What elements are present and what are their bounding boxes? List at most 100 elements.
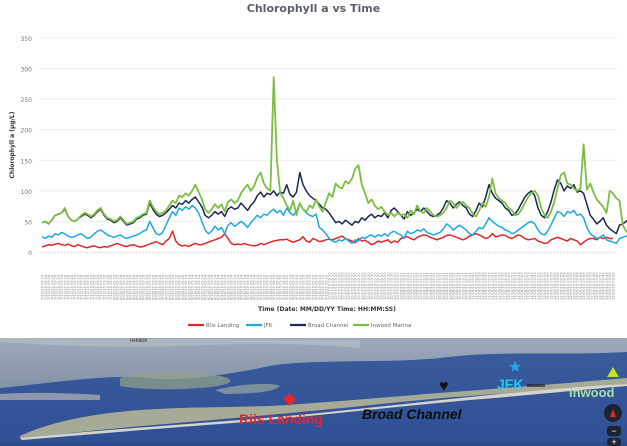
x-tick-label: 10/28/15 09:21 — [416, 272, 420, 300]
x-tick-label: 11/18/15 09:53 — [514, 272, 518, 300]
x-tick-label: 12/09/15 09:59 — [543, 272, 547, 300]
x-tick-label: 10/28/15 09:21 — [422, 272, 426, 300]
chart-title: Chlorophyll a vs Time — [246, 2, 381, 15]
x-tick-label: 9/16/15 09:19 — [282, 274, 286, 300]
x-tick-label: 7/12/15 09:16 — [96, 274, 100, 300]
x-tick-label: 7/12/15 09:16 — [109, 274, 113, 300]
compass-button[interactable] — [604, 404, 622, 422]
jfk-star-icon[interactable]: ★ — [508, 359, 523, 376]
x-tick-label: 7/12/15 09:16 — [67, 274, 71, 300]
x-tick-label: 10/07/15 09:20 — [331, 272, 335, 300]
y-tick-label: 150 — [21, 158, 33, 165]
x-tick-label: 8/26/15 09:14 — [200, 274, 204, 300]
x-tick-label: 9/16/15 09:19 — [266, 274, 270, 300]
x-tick-label: 8/05/15 09:16 — [151, 274, 155, 300]
x-tick-label: 10/07/15 09:20 — [347, 272, 351, 300]
x-tick-label: 8/05/15 09:16 — [155, 274, 159, 300]
x-tick-label: 7/12/15 09:16 — [102, 274, 106, 300]
x-tick-label: 11/18/15 09:53 — [491, 272, 495, 300]
x-tick-label: 11/18/15 09:53 — [488, 272, 492, 300]
x-tick-label: 9/16/15 09:19 — [295, 274, 299, 300]
x-tick-label: 7/12/15 09:16 — [63, 274, 67, 300]
x-tick-label: 10/28/15 09:21 — [429, 272, 433, 300]
x-tick-label: 8/05/15 09:16 — [174, 274, 178, 300]
x-tick-label: 8/26/15 09:14 — [217, 274, 221, 300]
x-tick-label: 8/05/15 09:16 — [138, 274, 142, 300]
x-tick-label: 9/16/15 09:19 — [275, 274, 279, 300]
x-tick-label: 8/05/15 09:16 — [112, 274, 116, 300]
svg-text:Riis Landing: Riis Landing — [206, 323, 239, 329]
x-tick-label: 11/18/15 09:53 — [494, 272, 498, 300]
x-tick-label: 10/07/15 09:20 — [334, 272, 338, 300]
x-tick-label: 12/09/15 09:59 — [612, 272, 616, 300]
series-line-riis-landing[interactable] — [41, 230, 613, 249]
zoom-in-button[interactable]: + — [607, 437, 621, 446]
x-tick-label: 7/12/15 09:16 — [70, 274, 74, 300]
inwood-triangle-icon[interactable] — [607, 367, 619, 377]
x-tick-label: 10/07/15 09:20 — [328, 272, 332, 300]
x-tick-label: 8/26/15 09:14 — [226, 274, 230, 300]
zoom-out-button[interactable]: − — [607, 426, 621, 436]
x-tick-label: 12/09/15 09:59 — [550, 272, 554, 300]
x-tick-label: 10/28/15 09:21 — [445, 272, 449, 300]
legend-item-jfk[interactable]: JFK — [246, 323, 273, 329]
y-tick-label: 250 — [21, 97, 33, 104]
map-place-label: HARBOR — [130, 338, 147, 343]
x-tick-label: 9/16/15 09:19 — [262, 274, 266, 300]
y-axis-label: Chlorophyll a (µg/L) — [9, 111, 16, 178]
x-tick-label: 9/16/15 09:19 — [259, 274, 263, 300]
x-tick-label: 8/05/15 09:16 — [181, 274, 185, 300]
x-tick-label: 12/09/15 09:59 — [572, 272, 576, 300]
x-tick-label: 11/18/15 09:53 — [504, 272, 508, 300]
y-tick-label: 0 — [28, 250, 32, 257]
legend-item-inwood-marina[interactable]: Inwood Marina — [353, 323, 411, 329]
x-tick-label: 8/05/15 09:16 — [171, 274, 175, 300]
x-tick-label: 7/12/15 09:16 — [106, 274, 110, 300]
x-tick-label: 12/09/15 09:59 — [595, 272, 599, 300]
x-tick-label: 11/18/15 09:53 — [536, 272, 540, 300]
series-line-inwood-marina[interactable] — [41, 76, 627, 234]
x-tick-label: 12/09/15 09:59 — [546, 272, 550, 300]
x-tick-label: 10/07/15 09:20 — [396, 272, 400, 300]
legend-item-riis-landing[interactable]: Riis Landing — [188, 323, 239, 329]
svg-text:Broad Channel: Broad Channel — [308, 323, 349, 329]
x-tick-label: 9/16/15 09:19 — [288, 274, 292, 300]
x-tick-label: 8/05/15 09:16 — [116, 274, 120, 300]
x-tick-label: 8/26/15 09:14 — [213, 274, 217, 300]
x-tick-label: 9/16/15 09:19 — [285, 274, 289, 300]
x-tick-label: 7/12/15 09:16 — [54, 274, 58, 300]
x-tick-label: 8/05/15 09:16 — [178, 274, 182, 300]
x-tick-label: 11/18/15 09:53 — [481, 272, 485, 300]
x-tick-label: 11/18/15 09:53 — [520, 272, 524, 300]
x-tick-label: 8/05/15 09:16 — [164, 274, 168, 300]
x-tick-label: 11/18/15 09:53 — [478, 272, 482, 300]
x-tick-label: 12/09/15 09:59 — [589, 272, 593, 300]
x-tick-label: 9/16/15 09:19 — [305, 274, 309, 300]
x-tick-label: 8/26/15 09:14 — [243, 274, 247, 300]
x-tick-label: 12/09/15 09:59 — [556, 272, 560, 300]
chart-panel: Chlorophyll a vs Time 0 50 100 150 200 250 300… — [9, 2, 627, 329]
x-tick-label: 9/16/15 09:19 — [256, 274, 260, 300]
broad-channel-heart-icon[interactable]: ♥ — [439, 378, 449, 395]
legend-item-broad-channel[interactable]: Broad Channel — [290, 323, 349, 329]
x-tick-label: 8/26/15 09:14 — [246, 274, 250, 300]
x-tick-label: 7/12/15 09:16 — [73, 274, 77, 300]
x-tick-label: 11/18/15 09:53 — [523, 272, 527, 300]
x-tick-label: 8/26/15 09:14 — [240, 274, 244, 300]
x-axis-label: Time (Date: MM/DD/YY Time: HH:MM:SS) — [258, 306, 396, 313]
y-tick-label: 50 — [24, 219, 32, 226]
x-tick-label: 7/12/15 09:16 — [47, 274, 51, 300]
x-tick-label: 11/18/15 09:53 — [540, 272, 544, 300]
x-tick-label: 8/26/15 09:14 — [210, 274, 214, 300]
x-tick-label: 12/09/15 09:59 — [585, 272, 589, 300]
satellite-map[interactable]: HARBOR Riis Landing ♥ Broad Channel ★ JF… — [0, 338, 627, 446]
x-tick-label: 11/18/15 09:53 — [517, 272, 521, 300]
x-tick-label: 7/12/15 09:16 — [41, 274, 45, 300]
x-tick-label: 9/16/15 09:19 — [315, 274, 319, 300]
x-tick-label: 9/16/15 09:19 — [311, 274, 315, 300]
x-tick-label: 12/09/15 09:59 — [608, 272, 612, 300]
x-tick-label: 8/05/15 09:16 — [168, 274, 172, 300]
series-line-jfk[interactable] — [41, 202, 627, 245]
x-tick-label: 9/16/15 09:19 — [308, 274, 312, 300]
x-tick-label: 10/28/15 09:21 — [409, 272, 413, 300]
